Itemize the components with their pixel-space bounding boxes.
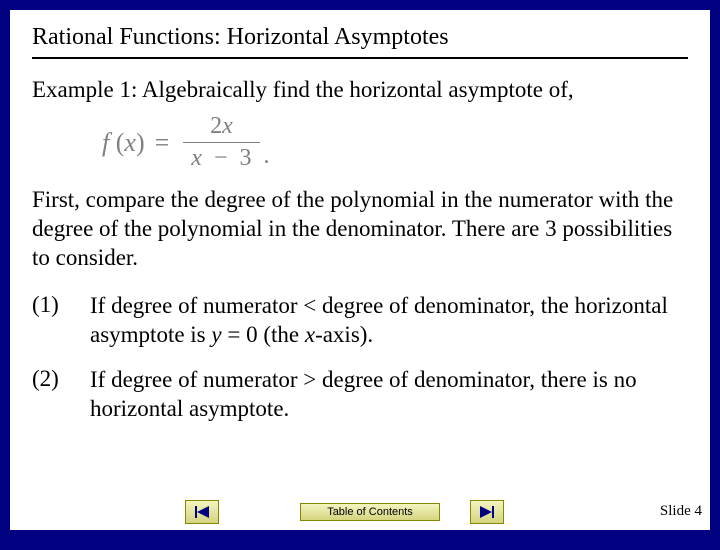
toc-button[interactable]: Table of Contents xyxy=(300,503,440,521)
item1-mid: = 0 (the xyxy=(222,322,305,347)
footer: Table of Contents Slide 4 xyxy=(10,494,710,524)
formula-fraction: 2x x − 3 xyxy=(183,113,259,172)
item-number-1: (1) xyxy=(32,292,90,350)
page-title: Rational Functions: Horizontal Asymptote… xyxy=(32,24,688,59)
item1-after: -axis). xyxy=(315,322,373,347)
formula-eq: = xyxy=(155,128,170,158)
slide-number: Slide 4 xyxy=(660,503,702,520)
formula-lhs: f (x) xyxy=(102,128,145,158)
next-arrow-icon xyxy=(478,504,496,520)
example-line: Example 1: Algebraically find the horizo… xyxy=(32,77,688,103)
item1-x: x xyxy=(305,322,315,347)
formula-denominator: x − 3 xyxy=(183,142,259,172)
item-number-2: (2) xyxy=(32,366,90,424)
item-text-2: If degree of numerator > degree of denom… xyxy=(90,366,688,424)
prev-arrow-icon xyxy=(193,504,211,520)
formula-numerator: 2x xyxy=(202,113,241,142)
item1-y: y xyxy=(211,322,221,347)
list-item: (2) If degree of numerator > degree of d… xyxy=(32,366,688,424)
formula: f (x) = 2x x − 3 . xyxy=(32,113,688,172)
slide-container: Rational Functions: Horizontal Asymptote… xyxy=(10,10,710,530)
next-button[interactable] xyxy=(470,500,504,524)
item-text-1: If degree of numerator < degree of denom… xyxy=(90,292,688,350)
body-paragraph: First, compare the degree of the polynom… xyxy=(32,186,688,272)
list-item: (1) If degree of numerator < degree of d… xyxy=(32,292,688,350)
item1-before: If degree of numerator < degree of denom… xyxy=(90,293,668,347)
formula-period: . xyxy=(264,143,270,170)
prev-button[interactable] xyxy=(185,500,219,524)
